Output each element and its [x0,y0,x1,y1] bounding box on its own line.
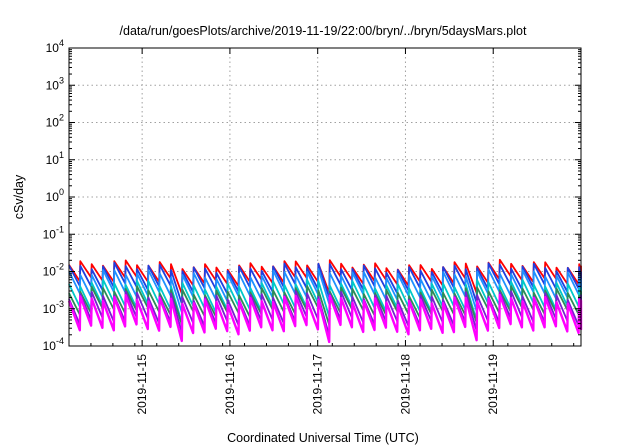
y-tick-label: 10-4 [43,336,64,353]
y-tick-label: 103 [46,75,64,92]
x-tick-label: 2019-11-15 [135,354,149,415]
y-axis-ticks: 104 103 102 101 100 10-1 10-2 10-3 10-4 [43,38,581,353]
y-tick-label: 102 [46,113,64,130]
chart-title: /data/run/goesPlots/archive/2019-11-19/2… [120,24,527,38]
x-tick-label: 2019-11-19 [486,354,500,415]
x-axis-ticks: 2019-11-15 2019-11-16 2019-11-17 2019-11-18… [68,48,575,415]
x-tick-label: 2019-11-17 [311,354,325,415]
series-line [67,293,583,344]
y-tick-label: 104 [46,38,64,55]
y-tick-label: 10-3 [43,299,64,316]
x-axis-label: Coordinated Universal Time (UTC) [227,431,419,445]
y-tick-label: 10-1 [43,224,64,241]
x-tick-label: 2019-11-18 [398,354,412,415]
y-axis-label: cSv/day [12,174,26,219]
y-tick-label: 100 [46,187,64,204]
x-tick-label: 2019-11-16 [223,354,237,415]
y-tick-label: 10-2 [43,262,64,279]
y-tick-label: 101 [46,150,64,167]
data-series [67,258,583,344]
